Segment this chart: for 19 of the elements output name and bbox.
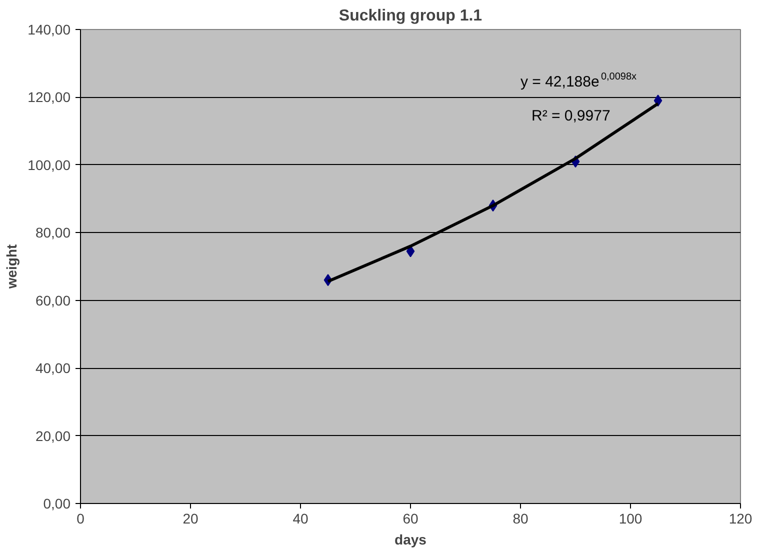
x-tick-label: 100 (618, 510, 642, 526)
y-tick-label: 0,00 (43, 496, 71, 512)
x-tick-label: 0 (76, 510, 85, 526)
x-axis-title: days (394, 532, 427, 548)
x-tick-label: 120 (728, 510, 752, 526)
y-axis-title: weight (4, 244, 20, 290)
y-tick-label: 80,00 (35, 224, 71, 241)
x-tick-label: 40 (292, 510, 308, 526)
chart-title: Suckling group 1.1 (338, 8, 482, 24)
annotation: R² = 0,9977 (532, 107, 610, 124)
x-tick-label: 60 (402, 510, 418, 526)
y-tick-label: 40,00 (35, 360, 71, 376)
y-tick-label: 60,00 (35, 292, 71, 308)
y-tick-label: 120,00 (28, 89, 71, 106)
x-tick-label: 80 (512, 510, 528, 526)
y-tick-label: 100,00 (28, 156, 71, 173)
y-tick-label: 140,00 (28, 22, 71, 38)
x-tick-label: 20 (182, 510, 198, 526)
y-tick-label: 20,00 (35, 428, 71, 444)
